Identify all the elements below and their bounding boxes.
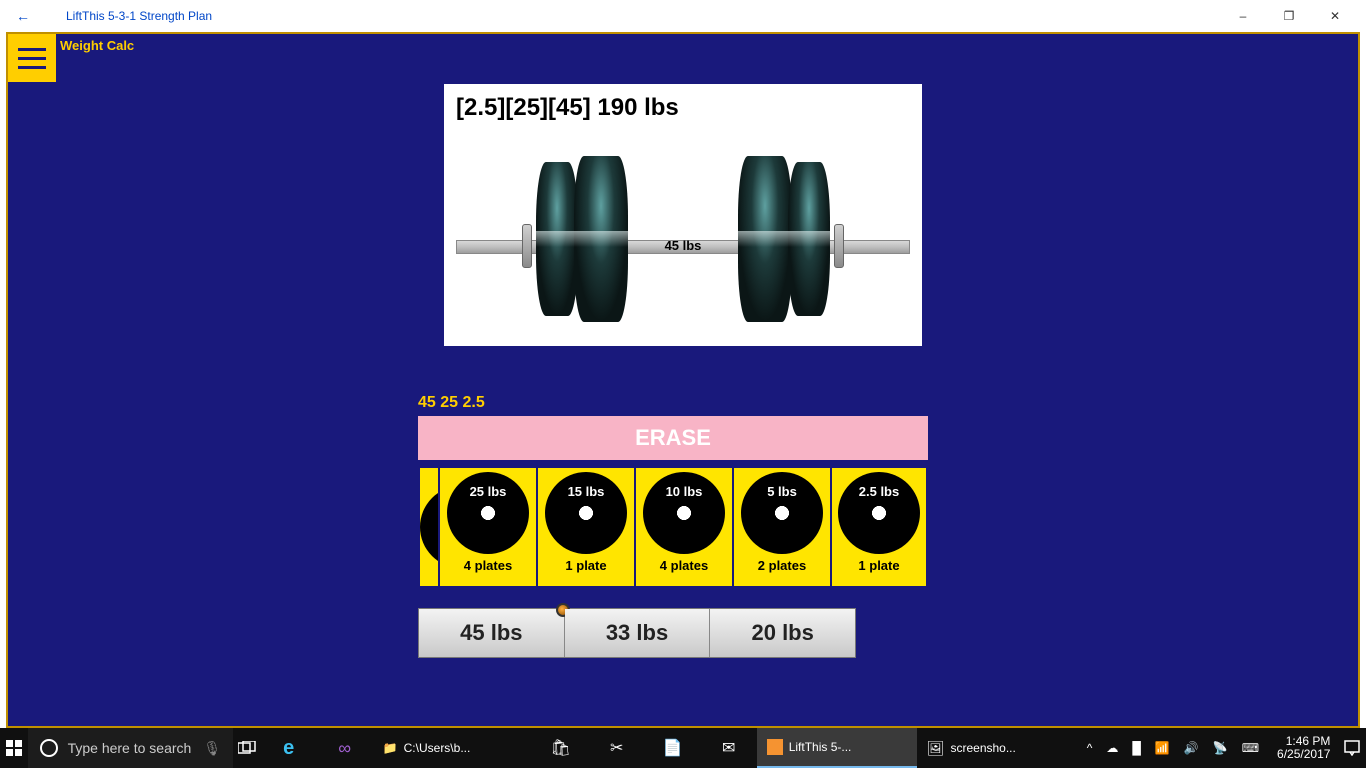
taskbar-app-mail[interactable]: ✉	[701, 728, 757, 768]
bar-weight-label: 45 lbs	[444, 238, 922, 253]
plate-disc-icon: 15 lbs	[545, 472, 627, 554]
taskbar-clock[interactable]: 1:46 PM 6/25/2017	[1269, 735, 1338, 761]
plate-tile[interactable]	[418, 468, 438, 586]
plate-disc-icon: 2.5 lbs	[838, 472, 920, 554]
tray-keyboard-icon[interactable]: ⌨	[1242, 741, 1259, 755]
task-view-button[interactable]	[233, 728, 261, 768]
plate-tile[interactable]: 5 lbs 2 plates	[732, 468, 830, 586]
plate-tile[interactable]: 2.5 lbs 1 plate	[830, 468, 928, 586]
plate-tile[interactable]: 25 lbs 4 plates	[438, 468, 536, 586]
tray-volume-icon[interactable]: 🔊	[1184, 741, 1199, 755]
tray-chevron-icon[interactable]: ^	[1087, 741, 1093, 755]
page-title: Weight Calc	[60, 38, 134, 53]
taskbar-app-label: C:\Users\b...	[404, 741, 471, 755]
taskbar-app-screenshots[interactable]: 🖼 screensho...	[917, 728, 1077, 768]
bar-choice[interactable]: 20 lbs	[710, 609, 855, 657]
bar-choice[interactable]: 33 lbs	[565, 609, 711, 657]
tray-network-icon[interactable]: 📡	[1213, 741, 1228, 755]
mic-icon[interactable]: 🎙	[203, 740, 221, 757]
plate-disc-icon: 25 lbs	[447, 472, 529, 554]
taskbar-app-edge[interactable]: e	[261, 728, 317, 768]
plate-disc-icon: 10 lbs	[643, 472, 725, 554]
taskbar-app-visualstudio[interactable]: ∞	[317, 728, 373, 768]
cortana-icon	[40, 739, 58, 757]
taskbar-app-label: screensho...	[950, 741, 1015, 755]
plate-tile[interactable]: 15 lbs 1 plate	[536, 468, 634, 586]
tray-onedrive-icon[interactable]: ☁	[1106, 741, 1118, 755]
window-title: LiftThis 5-3-1 Strength Plan	[66, 9, 212, 23]
start-button[interactable]	[0, 728, 28, 768]
plate-tile-caption: 4 plates	[660, 558, 708, 573]
notifications-button[interactable]	[1338, 728, 1366, 768]
barbell-visual-card: [2.5][25][45] 190 lbs 45 lbs	[444, 84, 922, 346]
tray-battery-icon[interactable]: █	[1132, 741, 1141, 755]
taskbar-app-store[interactable]: 🛍	[533, 728, 589, 768]
maximize-button[interactable]: ❐	[1266, 0, 1312, 32]
plate-stack-text: 45 25 2.5	[418, 394, 928, 412]
bar-choice[interactable]: 45 lbs	[419, 609, 565, 657]
bar-choice-label: 33 lbs	[606, 620, 668, 646]
taskbar-app-liftthis[interactable]: LiftThis 5-...	[757, 728, 917, 768]
app-body: Weight Calc [2.5][25][45] 190 lbs 45 lbs…	[6, 32, 1360, 728]
taskbar-app-snip[interactable]: ✂	[589, 728, 645, 768]
taskbar: Type here to search 🎙 e ∞ 📁 C:\Users\b..…	[0, 728, 1366, 768]
taskbar-search[interactable]: Type here to search 🎙	[28, 728, 234, 768]
erase-button[interactable]: ERASE	[418, 416, 928, 460]
taskbar-app-explorer[interactable]: 📁 C:\Users\b...	[373, 728, 533, 768]
plate-disc-icon: 5 lbs	[741, 472, 823, 554]
taskbar-app-label: LiftThis 5-...	[789, 740, 852, 754]
system-tray: ^ ☁ █ 📶 🔊 📡 ⌨	[1077, 728, 1269, 768]
barbell-scene: 45 lbs	[444, 144, 922, 334]
plate-tile-caption: 4 plates	[464, 558, 512, 573]
minimize-button[interactable]: –	[1220, 0, 1266, 32]
plate-disc-icon	[420, 486, 438, 568]
bar-choice-label: 20 lbs	[751, 620, 813, 646]
bar-choice-label: 45 lbs	[460, 620, 522, 646]
bar-weight-chooser: 45 lbs 33 lbs 20 lbs	[418, 608, 856, 658]
search-placeholder: Type here to search	[68, 740, 192, 756]
weight-formula-label: [2.5][25][45] 190 lbs	[456, 94, 910, 122]
hamburger-button[interactable]	[8, 34, 56, 82]
plate-tile-caption: 2 plates	[758, 558, 806, 573]
tray-wifi-icon[interactable]: 📶	[1155, 741, 1170, 755]
clock-date: 6/25/2017	[1277, 748, 1330, 761]
plate-tile-strip: 25 lbs 4 plates 15 lbs 1 plate 10 lbs 4 …	[418, 466, 928, 586]
folder-icon: 📁	[383, 741, 398, 755]
window-titlebar: ← LiftThis 5-3-1 Strength Plan – ❐ ✕	[0, 0, 1366, 32]
plate-tile-caption: 1 plate	[565, 558, 606, 573]
close-button[interactable]: ✕	[1312, 0, 1358, 32]
plate-tile-caption: 1 plate	[858, 558, 899, 573]
plate-tile[interactable]: 10 lbs 4 plates	[634, 468, 732, 586]
back-button[interactable]: ←	[8, 4, 38, 28]
image-icon: 🖼	[927, 740, 945, 757]
taskbar-app-notes[interactable]: 📄	[645, 728, 701, 768]
app-icon	[767, 739, 783, 755]
